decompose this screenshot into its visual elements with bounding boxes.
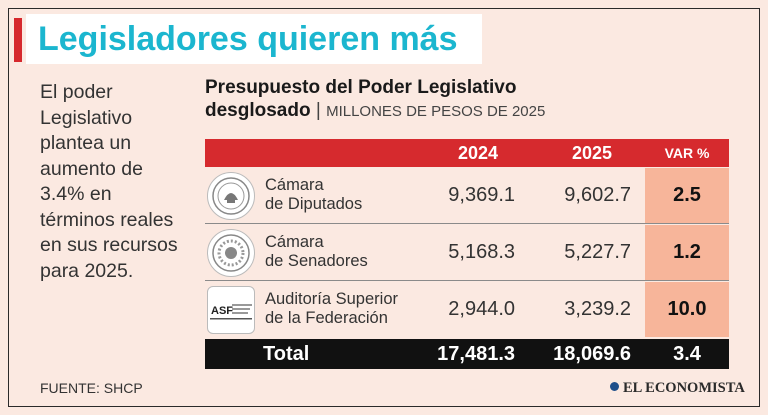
table-title: Presupuesto del Poder Legislativo desglo… bbox=[205, 76, 745, 123]
diputados-seal-icon bbox=[207, 172, 255, 220]
title-separator: | bbox=[315, 100, 321, 121]
table-units: MILLONES DE PESOS DE 2025 bbox=[326, 103, 546, 120]
cell-var: 10.0 bbox=[645, 282, 729, 337]
table-title-line1: Presupuesto del Poder Legislativo bbox=[205, 77, 517, 98]
header-2025: 2025 bbox=[571, 143, 613, 163]
header-2024: 2024 bbox=[457, 143, 499, 163]
row-name-line1: Cámara bbox=[265, 176, 324, 194]
asf-logo-icon: ASF bbox=[207, 286, 255, 334]
row-name-line1: Auditoría Superior bbox=[265, 290, 398, 308]
row-name-line2: de la Federación bbox=[265, 309, 388, 327]
source-note: FUENTE: SHCP bbox=[40, 380, 143, 396]
row-name-line2: de Diputados bbox=[265, 195, 363, 213]
senado-seal-icon bbox=[207, 229, 255, 277]
table-title-line2: desglosado | MILLONES DE PESOS DE 2025 bbox=[205, 99, 745, 123]
header-var: VAR % bbox=[664, 145, 710, 161]
cell-var: 2.5 bbox=[645, 168, 729, 223]
brand-logo: EL ECONOMISTA bbox=[610, 380, 745, 397]
row-name: Cámara de Diputados bbox=[265, 176, 435, 214]
total-2024: 17,481.3 bbox=[437, 343, 515, 365]
title-box bbox=[26, 14, 482, 64]
table-row: ASF Auditoría Superior de la Federación … bbox=[205, 282, 729, 337]
cell-2024: 9,369.1 bbox=[448, 184, 515, 206]
row-divider bbox=[205, 223, 729, 224]
table-title-line2-text: desglosado bbox=[205, 100, 311, 121]
row-divider bbox=[205, 280, 729, 281]
total-label: Total bbox=[263, 343, 310, 365]
infographic-frame bbox=[8, 8, 760, 407]
brand-mark-icon bbox=[610, 382, 619, 391]
cell-2024: 5,168.3 bbox=[448, 241, 515, 263]
cell-2025: 9,602.7 bbox=[564, 184, 631, 206]
table-header: 2024 2025 VAR % bbox=[205, 139, 729, 167]
row-name: Auditoría Superior de la Federación bbox=[265, 290, 435, 328]
title-accent-bar bbox=[14, 18, 22, 62]
row-name-line2: de Senadores bbox=[265, 252, 368, 270]
cell-2024: 2,944.0 bbox=[448, 298, 515, 320]
intro-text: El poder Legislativo plantea un aumento … bbox=[40, 81, 178, 282]
brand-text: EL ECONOMISTA bbox=[623, 380, 745, 396]
row-name-line1: Cámara bbox=[265, 233, 324, 251]
svg-text:ASF: ASF bbox=[211, 305, 233, 317]
cell-2025: 3,239.2 bbox=[564, 298, 631, 320]
total-var: 3.4 bbox=[673, 343, 701, 365]
table-row: Cámara de Diputados 9,369.1 9,602.7 2.5 bbox=[205, 168, 729, 224]
total-row: Total 17,481.3 18,069.6 3.4 bbox=[205, 339, 729, 369]
cell-var: 1.2 bbox=[645, 225, 729, 280]
table-row: Cámara de Senadores 5,168.3 5,227.7 1.2 bbox=[205, 225, 729, 281]
cell-2025: 5,227.7 bbox=[564, 241, 631, 263]
total-2025: 18,069.6 bbox=[553, 343, 631, 365]
row-name: Cámara de Senadores bbox=[265, 233, 435, 271]
page-title: Legisladores quieren más bbox=[38, 20, 458, 58]
